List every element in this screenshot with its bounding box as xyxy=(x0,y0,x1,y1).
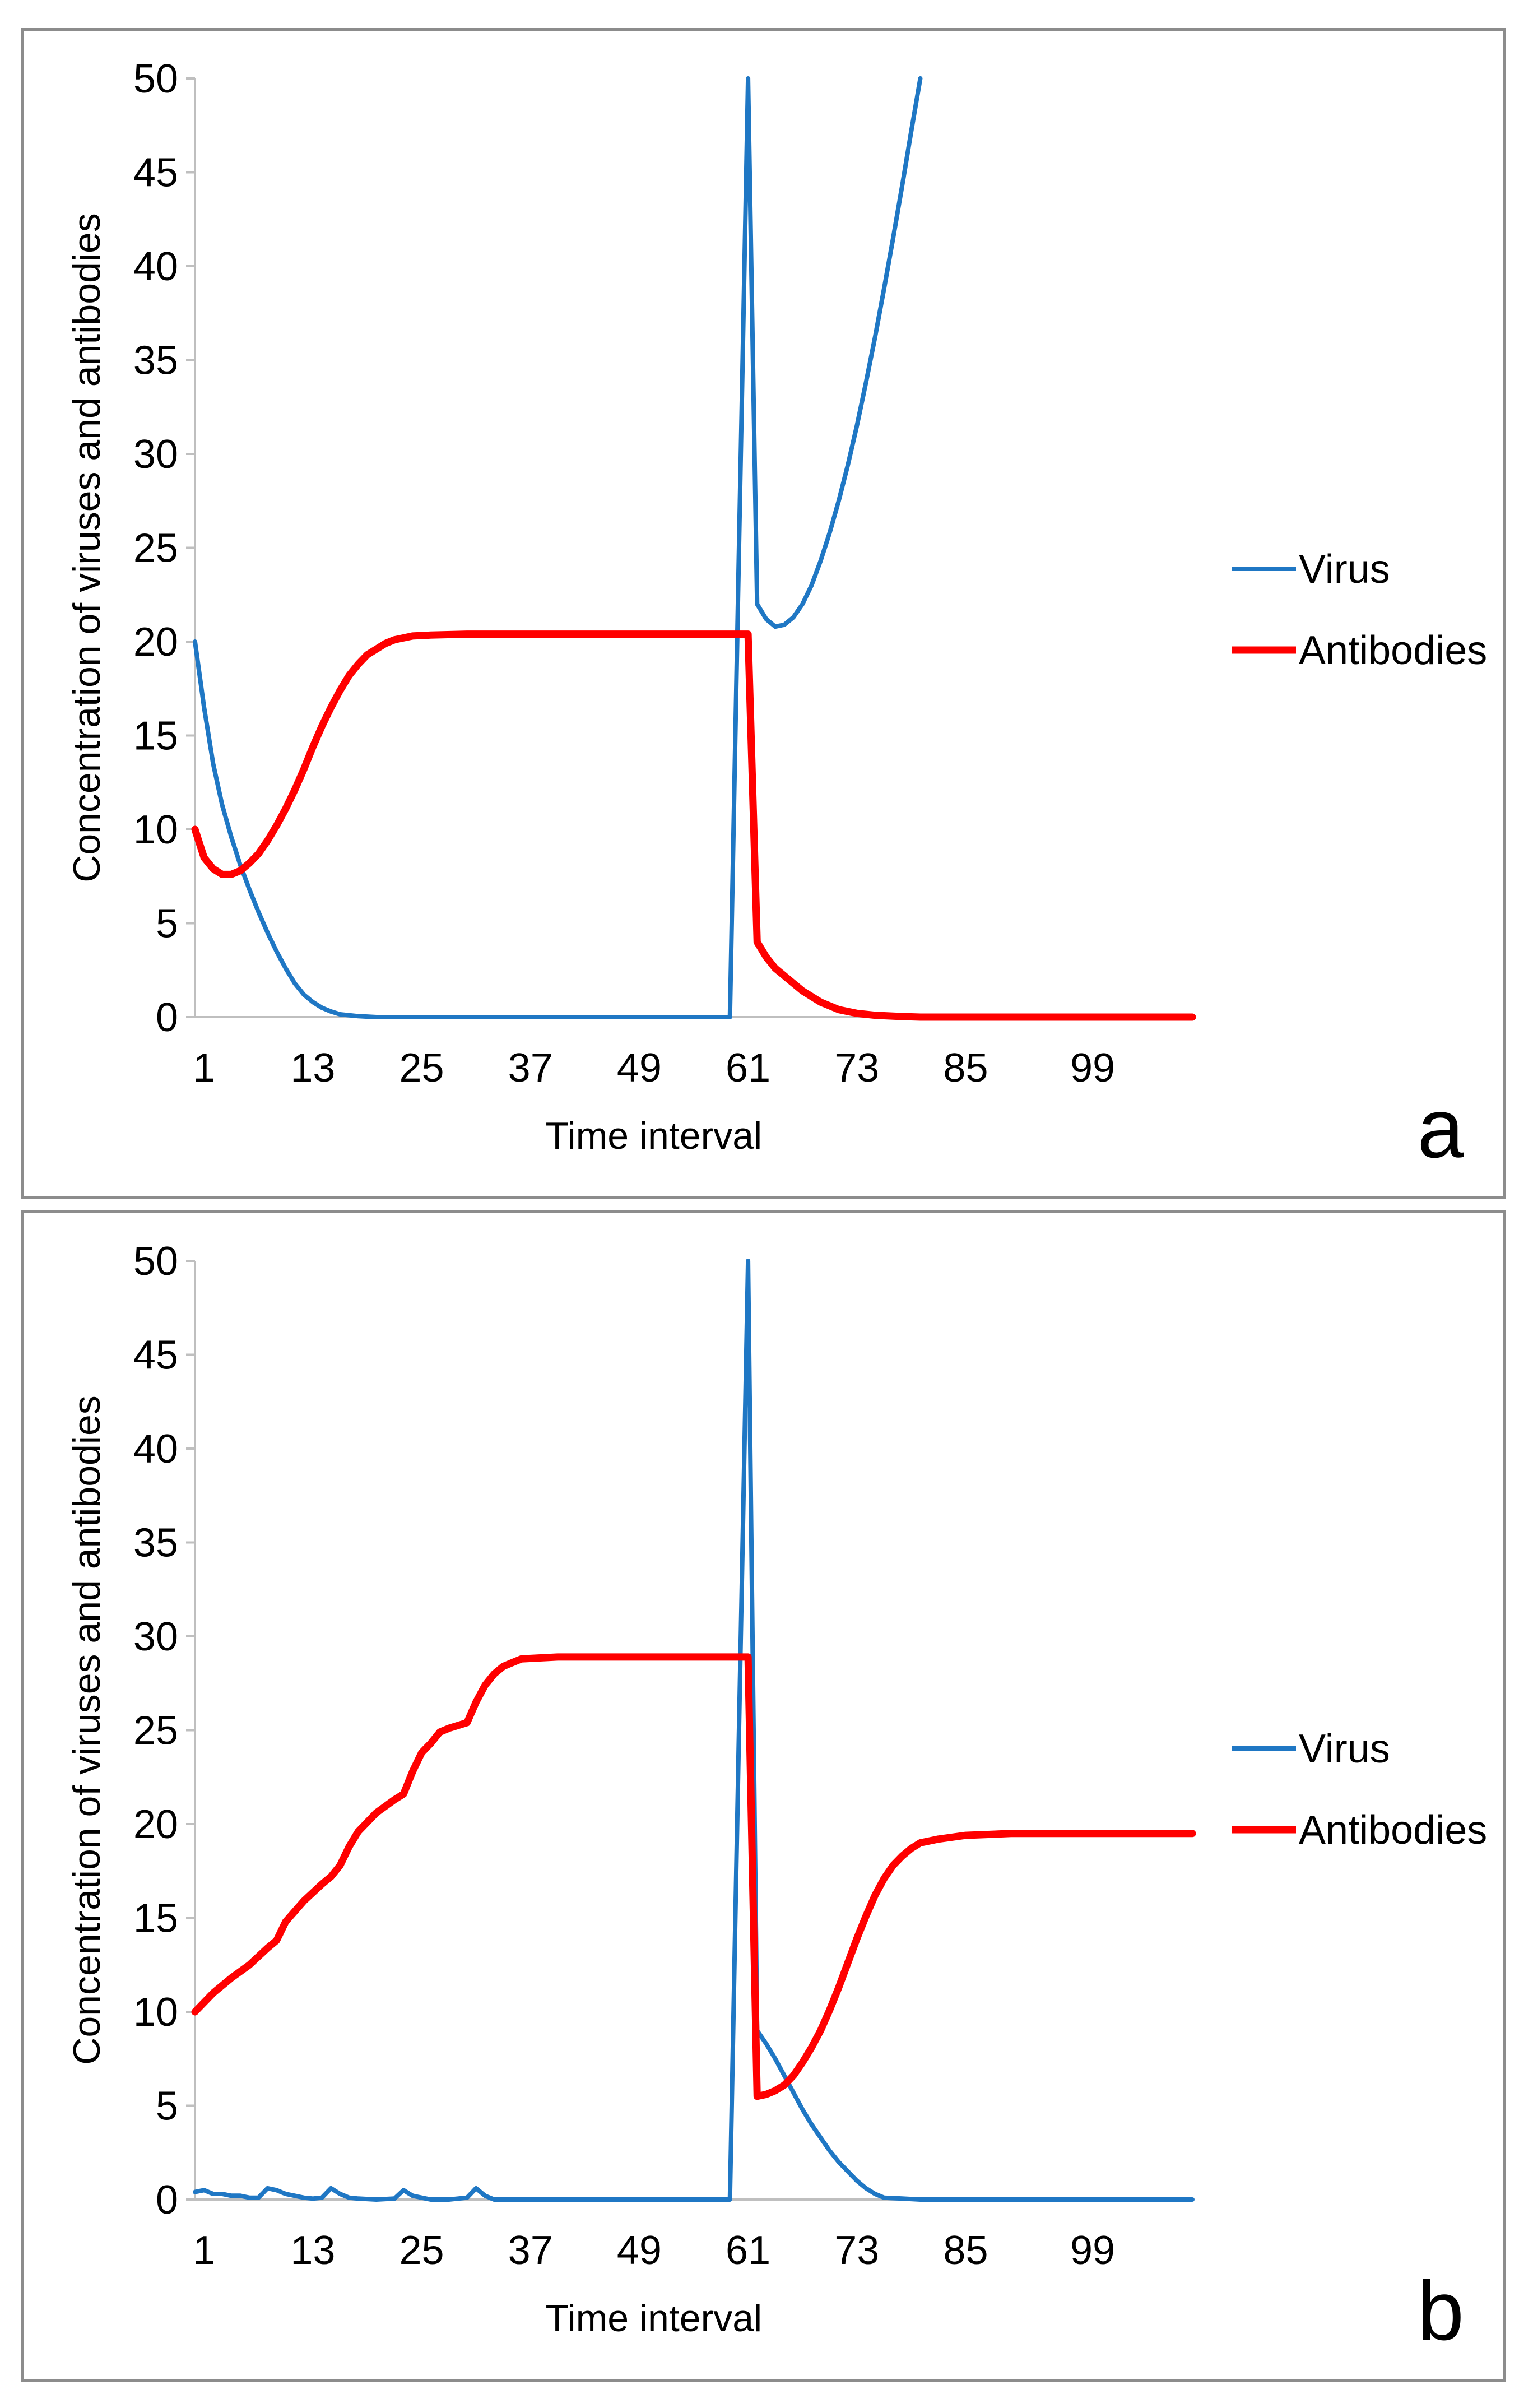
series-line-virus xyxy=(193,76,923,1019)
y-tick-label: 50 xyxy=(133,57,178,101)
y-tick-label: 45 xyxy=(133,1333,178,1378)
y-tick-label: 30 xyxy=(133,1614,178,1659)
x-tick-label: 73 xyxy=(834,1046,879,1091)
chart-a: 0 5 10 15 20 25 30 35 40 45 50 1 13 25 37 49 61 73 85 99 Tim… xyxy=(66,57,1487,1175)
x-axis-title: Time interval xyxy=(545,2297,762,2340)
y-tick-label: 10 xyxy=(133,808,178,852)
y-tick-label: 25 xyxy=(133,1709,178,1753)
y-tick-label: 5 xyxy=(156,2084,178,2129)
x-tick-label: 85 xyxy=(943,1046,988,1091)
chart-panel-b: 0 5 10 15 20 25 30 35 40 45 50 1 13 25 37 49 61 73 85 99 Tim… xyxy=(21,1210,1506,2382)
series-line-antibodies xyxy=(191,1653,1196,2100)
y-tick-label: 45 xyxy=(133,151,178,196)
x-tick-label: 37 xyxy=(508,1046,553,1091)
x-tick-label: 49 xyxy=(617,1046,662,1091)
y-tick-label: 35 xyxy=(133,338,178,383)
x-tick-label: 25 xyxy=(399,1046,444,1091)
y-tick-label: 20 xyxy=(133,620,178,665)
legend-label-antibodies: Antibodies xyxy=(1299,628,1487,673)
y-tick-label: 10 xyxy=(133,1990,178,2035)
x-axis-title: Time interval xyxy=(545,1115,762,1157)
y-tick-label: 15 xyxy=(133,1896,178,1941)
x-tick-label: 25 xyxy=(399,2228,444,2273)
x-tick-label: 85 xyxy=(943,2228,988,2273)
y-tick-label: 50 xyxy=(133,1239,178,1284)
y-tick-label: 40 xyxy=(133,244,178,289)
x-tick-label: 1 xyxy=(193,1046,215,1091)
panel-label: b xyxy=(1418,2263,1464,2358)
x-tick-label: 61 xyxy=(726,1046,770,1091)
y-tick-label: 30 xyxy=(133,432,178,477)
y-axis-title: Concentration of viruses and antibodies xyxy=(66,1395,108,2065)
series-line-virus xyxy=(193,1259,1195,2202)
panel-label: a xyxy=(1418,1081,1465,1175)
chart-panel-a: 0 5 10 15 20 25 30 35 40 45 50 1 13 25 37 49 61 73 85 99 Tim… xyxy=(21,28,1506,1199)
y-tick-label: 0 xyxy=(156,995,178,1040)
x-tick-label: 99 xyxy=(1070,2228,1115,2273)
x-tick-label: 73 xyxy=(834,2228,879,2273)
y-tick-label: 25 xyxy=(133,526,178,571)
y-tick-label: 20 xyxy=(133,1802,178,1847)
series-line-antibodies xyxy=(191,630,1196,1021)
y-tick-label: 15 xyxy=(133,714,178,759)
y-tick-label: 0 xyxy=(156,2178,178,2223)
legend-label-virus: Virus xyxy=(1299,1727,1390,1771)
chart-b: 0 5 10 15 20 25 30 35 40 45 50 1 13 25 37 49 61 73 85 99 Tim… xyxy=(66,1239,1487,2358)
legend-label-virus: Virus xyxy=(1299,547,1390,592)
y-tick-label: 35 xyxy=(133,1521,178,1566)
x-tick-label: 61 xyxy=(726,2228,770,2273)
x-tick-label: 99 xyxy=(1070,1046,1115,1091)
x-tick-label: 1 xyxy=(193,2228,215,2273)
x-tick-label: 13 xyxy=(290,1046,335,1091)
y-tick-label: 40 xyxy=(133,1427,178,1472)
legend-label-antibodies: Antibodies xyxy=(1299,1808,1487,1853)
y-tick-label: 5 xyxy=(156,902,178,947)
x-tick-label: 37 xyxy=(508,2228,553,2273)
x-tick-label: 49 xyxy=(617,2228,662,2273)
x-tick-label: 13 xyxy=(290,2228,335,2273)
y-axis-title: Concentration of viruses and antibodies xyxy=(66,213,108,883)
